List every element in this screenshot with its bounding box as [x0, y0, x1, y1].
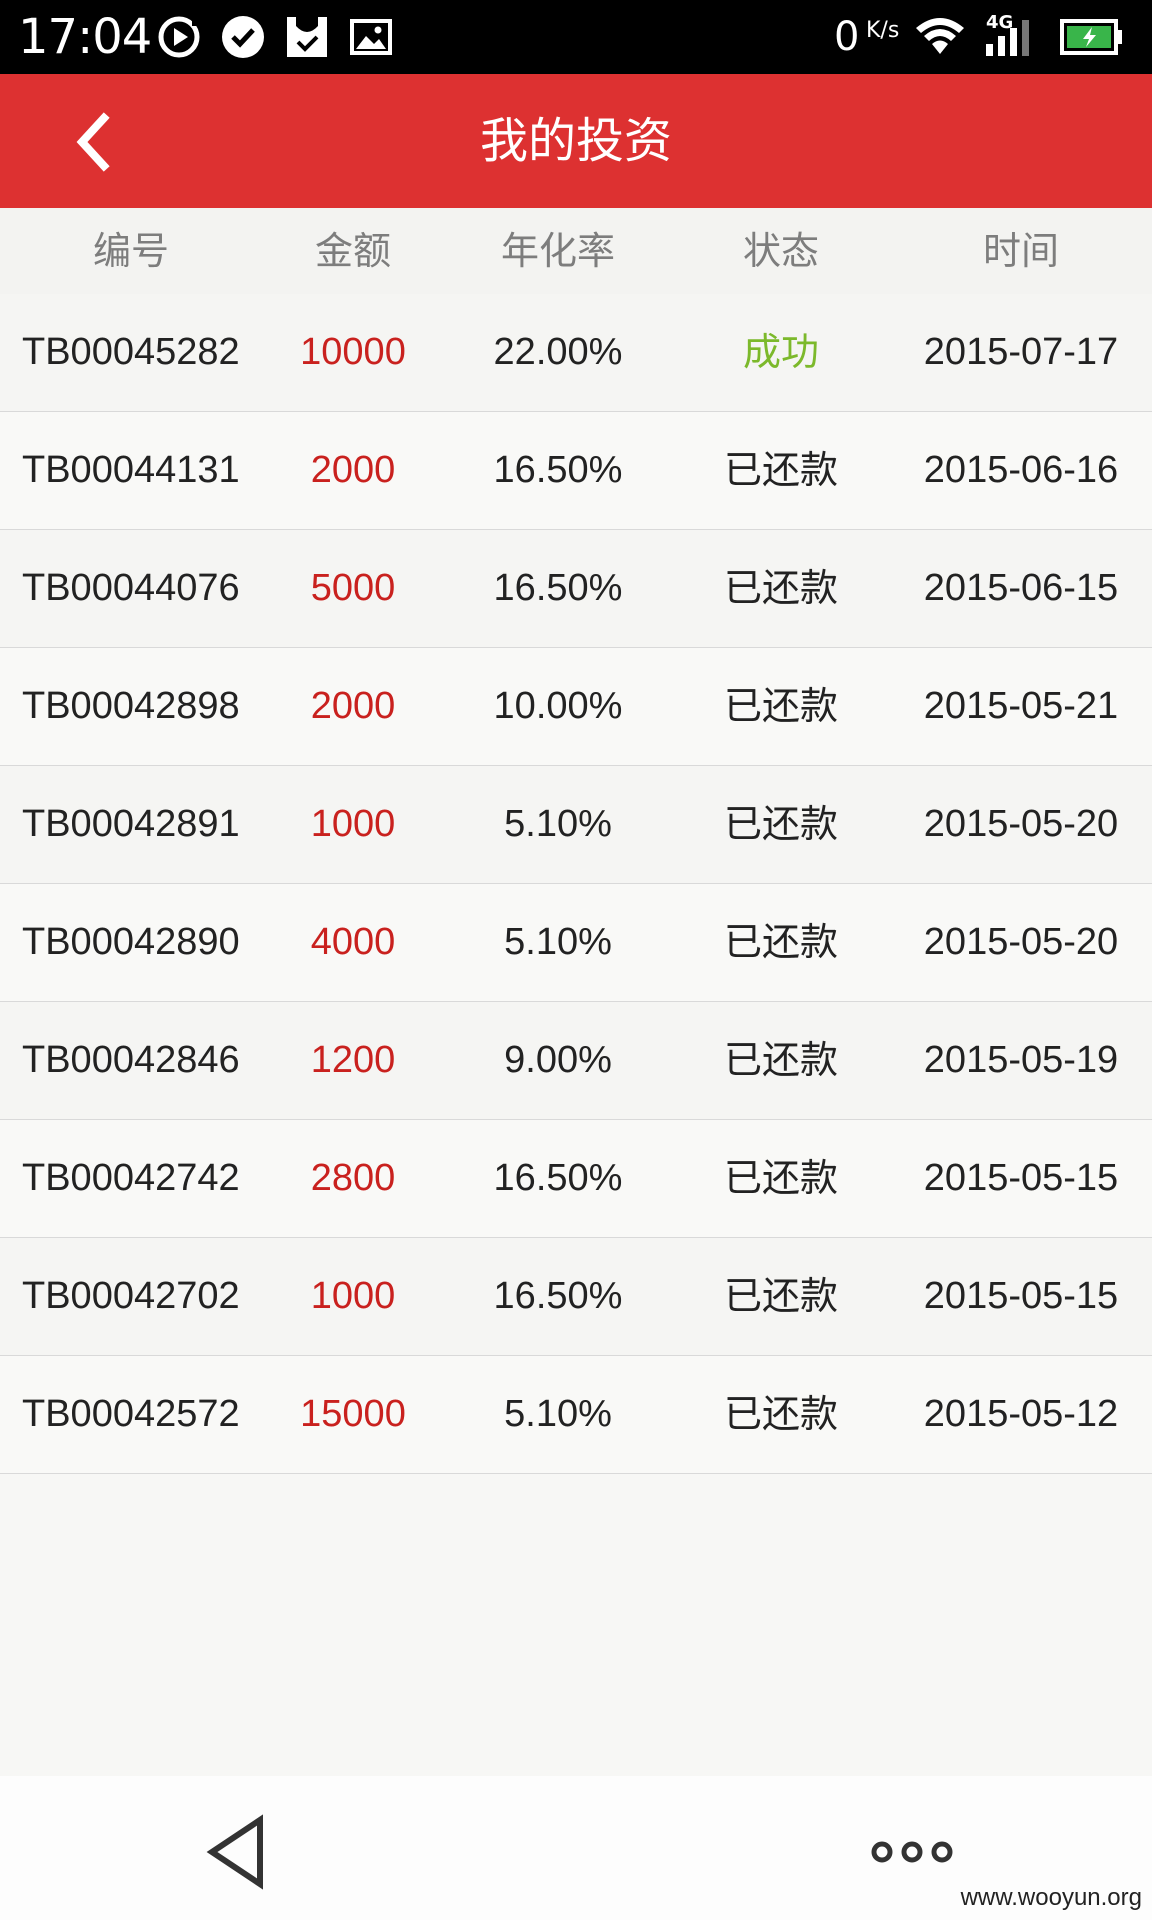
wifi-icon — [916, 18, 964, 54]
row-amount: 1000 — [310, 803, 396, 845]
row-date: 2015-05-12 — [923, 1393, 1119, 1435]
shopping-bag-icon — [287, 17, 327, 57]
network-type-label: 4G — [986, 12, 1014, 33]
column-header-amount: 金额 — [314, 229, 391, 273]
row-rate: 5.10% — [504, 803, 612, 845]
row-rate: 16.50% — [493, 1157, 623, 1199]
column-header-date: 时间 — [982, 229, 1059, 273]
row-rate: 16.50% — [493, 1275, 623, 1317]
row-status: 已还款 — [723, 1392, 838, 1436]
column-header-id: 编号 — [92, 229, 169, 273]
battery-charging-icon — [1060, 19, 1122, 55]
row-id: TB00042846 — [22, 1039, 240, 1081]
row-date: 2015-05-15 — [923, 1275, 1119, 1317]
row-id: TB00042891 — [22, 803, 240, 845]
status-bar: 17:04 0 K/s 4G — [0, 0, 1152, 74]
row-date: 2015-06-16 — [923, 449, 1119, 491]
title-bar: 我的投资 — [0, 74, 1152, 208]
row-status: 已还款 — [723, 448, 838, 492]
table-row[interactable]: TB00042891 1000 5.10% 已还款 2015-05-20 — [0, 766, 1152, 884]
row-date: 2015-05-19 — [923, 1039, 1119, 1081]
table-row[interactable]: TB00042846 1200 9.00% 已还款 2015-05-19 — [0, 1002, 1152, 1120]
row-amount: 15000 — [300, 1393, 406, 1435]
row-status: 已还款 — [723, 802, 838, 846]
table-row[interactable]: TB00042702 1000 16.50% 已还款 2015-05-15 — [0, 1238, 1152, 1356]
row-id: TB00045282 — [22, 331, 240, 373]
row-amount: 5000 — [310, 567, 396, 609]
chevron-left-icon[interactable] — [56, 102, 136, 182]
row-rate: 16.50% — [493, 567, 623, 609]
more-dots-icon[interactable] — [864, 1822, 960, 1882]
row-id: TB00042890 — [22, 921, 240, 963]
row-rate: 22.00% — [493, 331, 623, 373]
row-date: 2015-05-20 — [923, 803, 1119, 845]
row-date: 2015-05-15 — [923, 1157, 1119, 1199]
table-row[interactable]: TB00044076 5000 16.50% 已还款 2015-06-15 — [0, 530, 1152, 648]
status-time: 17:04 — [18, 9, 152, 65]
row-date: 2015-05-20 — [923, 921, 1119, 963]
network-speed: 0 — [834, 14, 860, 60]
row-rate: 16.50% — [493, 449, 623, 491]
table-header: 编号 金额 年化率 状态 时间 — [0, 208, 1152, 294]
page-title: 我的投资 — [479, 113, 672, 169]
row-status: 已还款 — [723, 1038, 838, 1082]
row-id: TB00044131 — [22, 449, 240, 491]
row-id: TB00042742 — [22, 1157, 240, 1199]
check-circle-icon — [222, 16, 264, 58]
table-row[interactable]: TB00042890 4000 5.10% 已还款 2015-05-20 — [0, 884, 1152, 1002]
table-row[interactable]: TB00042742 2800 16.50% 已还款 2015-05-15 — [0, 1120, 1152, 1238]
row-date: 2015-05-21 — [923, 685, 1119, 727]
watermark: www.wooyun.org — [960, 1884, 1142, 1911]
row-rate: 5.10% — [504, 921, 612, 963]
table-row[interactable]: TB00042898 2000 10.00% 已还款 2015-05-21 — [0, 648, 1152, 766]
row-status: 已还款 — [723, 566, 838, 610]
column-header-status: 状态 — [742, 229, 819, 273]
image-icon — [350, 19, 392, 55]
table-row[interactable]: TB00042572 15000 5.10% 已还款 2015-05-12 — [0, 1356, 1152, 1474]
row-status: 已还款 — [723, 920, 838, 964]
row-amount: 4000 — [310, 921, 396, 963]
row-status: 成功 — [742, 330, 819, 374]
row-amount: 1000 — [310, 1275, 396, 1317]
row-amount: 2000 — [310, 449, 396, 491]
row-date: 2015-07-17 — [923, 331, 1119, 373]
bottom-nav: www.wooyun.org — [0, 1776, 1152, 1920]
table-row[interactable]: TB00044131 2000 16.50% 已还款 2015-06-16 — [0, 412, 1152, 530]
row-amount: 1200 — [310, 1039, 396, 1081]
table-row[interactable]: TB00045282 10000 22.00% 成功 2015-07-17 — [0, 294, 1152, 412]
row-rate: 10.00% — [493, 685, 623, 727]
row-status: 已还款 — [723, 684, 838, 728]
row-status: 已还款 — [723, 1156, 838, 1200]
row-id: TB00042898 — [22, 685, 240, 727]
row-id: TB00042572 — [22, 1393, 240, 1435]
network-speed-unit: K/s — [866, 18, 900, 43]
row-amount: 2800 — [310, 1157, 396, 1199]
row-status: 已还款 — [723, 1274, 838, 1318]
row-rate: 9.00% — [504, 1039, 612, 1081]
play-circle-icon — [158, 16, 200, 58]
column-header-rate: 年化率 — [500, 229, 615, 273]
investment-list: TB00045282 10000 22.00% 成功 2015-07-17 TB… — [0, 294, 1152, 1474]
row-amount: 2000 — [310, 685, 396, 727]
row-rate: 5.10% — [504, 1393, 612, 1435]
row-date: 2015-06-15 — [923, 567, 1119, 609]
triangle-back-icon[interactable] — [198, 1810, 282, 1894]
row-id: TB00044076 — [22, 567, 240, 609]
signal-icon — [986, 20, 1029, 56]
row-id: TB00042702 — [22, 1275, 240, 1317]
row-amount: 10000 — [300, 331, 406, 373]
